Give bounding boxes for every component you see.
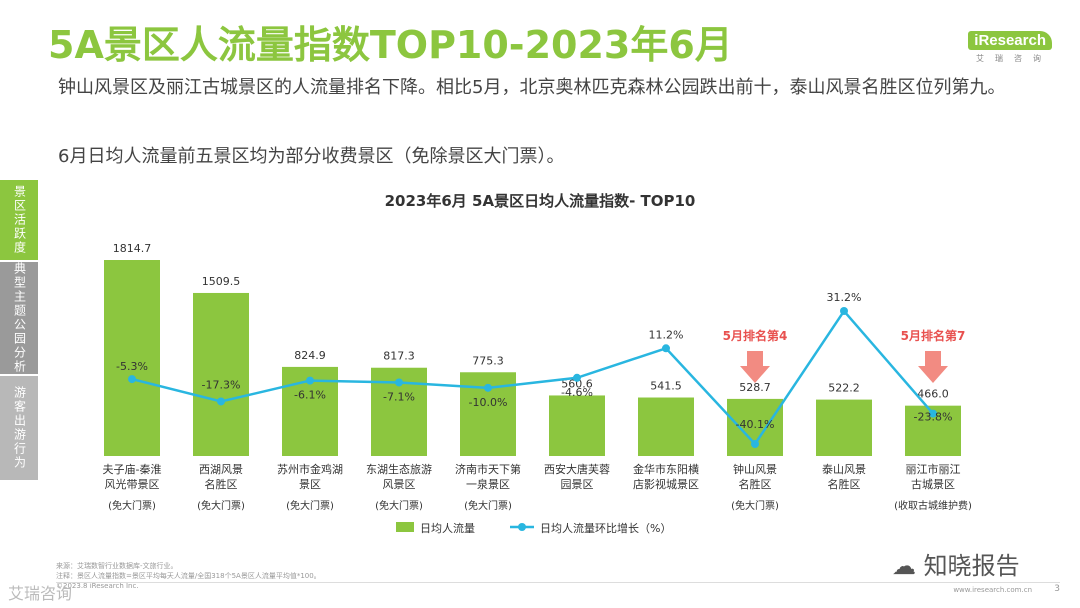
growth-label-8: 31.2% <box>827 291 862 304</box>
category-label-7-b: 名胜区 <box>739 477 772 491</box>
logo-sub: 艾瑞咨询 <box>976 54 1052 63</box>
category-label-9-b: 古城景区 <box>911 478 955 491</box>
wechat-brand: ☁ 知晓报告 <box>892 546 1020 581</box>
growth-point-7 <box>751 440 759 448</box>
category-label-3-a: 东湖生态旅游 <box>366 462 432 476</box>
category-label-1-a: 西湖风景 <box>199 463 243 476</box>
legend-bar-label: 日均人流量 <box>420 521 475 535</box>
annotation-arrow-0 <box>740 351 770 383</box>
category-note-1: (免大门票) <box>197 499 245 512</box>
chart-title: 2023年6月 5A景区日均人流量指数- TOP10 <box>384 192 696 210</box>
growth-point-8 <box>840 307 848 315</box>
watermark: 艾瑞咨询 <box>8 584 73 603</box>
annotation-arrow-1 <box>918 351 948 383</box>
sidebar-tab-travel-behavior[interactable]: 游客出游行为 <box>0 376 38 480</box>
growth-point-9 <box>929 409 937 418</box>
annotation-text-1: 5月排名第7 <box>901 328 966 343</box>
page-title: 5A景区人流量指数TOP10-2023年6月 <box>48 23 733 67</box>
legend-bar-swatch <box>396 522 414 532</box>
sidebar-nav: 景区活跃度 典型主题公园分析 游客出游行为 <box>0 180 38 480</box>
category-label-6-b: 店影视城景区 <box>633 477 699 491</box>
bar-label-2: 824.9 <box>294 349 326 362</box>
growth-label-3: -7.1% <box>383 390 415 403</box>
category-label-5-b: 园景区 <box>561 478 594 491</box>
growth-point-1 <box>217 397 225 406</box>
category-note-7: (免大门票) <box>731 499 779 512</box>
growth-point-5 <box>573 373 581 382</box>
footnote: 来源：艾瑞数智行业数据库-文旅行业。 注释：景区人流量指数=景区平均每天人流量/… <box>56 561 321 591</box>
growth-line <box>131 308 934 447</box>
category-label-1-b: 名胜区 <box>205 477 238 491</box>
page-number: 3 <box>1054 584 1060 594</box>
growth-point-3 <box>395 378 403 387</box>
legend-line-label: 日均人流量环比增长（%） <box>540 521 671 535</box>
category-note-3: (免大门票) <box>375 499 423 512</box>
category-note-4: (免大门票) <box>464 499 512 512</box>
bar-label-6: 541.5 <box>650 380 682 393</box>
category-label-0-a: 夫子庙-秦淮 <box>103 462 162 476</box>
growth-label-6: 11.2% <box>649 328 684 341</box>
bar-0 <box>104 260 160 456</box>
category-note-9: (收取古城维护费) <box>894 499 972 512</box>
growth-point-2 <box>306 376 314 385</box>
bar-label-0: 1814.7 <box>113 242 152 255</box>
bar-8 <box>816 399 872 456</box>
sidebar-tab-theme-parks[interactable]: 典型主题公园分析 <box>0 262 38 374</box>
category-label-4-a: 济南市天下第 <box>455 462 521 476</box>
category-label-2-a: 苏州市金鸡湖 <box>277 462 343 476</box>
bar-label-5: 560.6 <box>561 377 593 390</box>
bar-label-7: 528.7 <box>739 381 771 394</box>
category-note-0: (免大门票) <box>108 499 156 512</box>
footer-url: www.iresearch.com.cn <box>953 586 1032 594</box>
footnote-source: 来源：艾瑞数智行业数据库-文旅行业。 <box>56 562 178 570</box>
wechat-brand-text: 知晓报告 <box>923 552 1020 580</box>
summary-line-2: 6月日均人流量前五景区均为部分收费景区（免除景区大门票）。 <box>58 146 565 167</box>
footnote-copyright: ©2023.8 iResearch Inc. <box>56 582 139 590</box>
bar-1 <box>193 292 249 456</box>
category-label-3-b: 风景区 <box>383 478 416 491</box>
growth-point-4 <box>484 383 492 392</box>
growth-label-9: -23.8% <box>914 411 953 424</box>
category-label-9-a: 丽江市丽江 <box>906 462 961 476</box>
wechat-icon: ☁ <box>892 552 924 580</box>
category-label-0-b: 风光带景区 <box>105 477 160 491</box>
footer-divider <box>56 582 1060 583</box>
bar-label-8: 522.2 <box>828 382 860 395</box>
legend-line-marker <box>518 523 526 531</box>
bar-label-9: 466.0 <box>917 388 949 401</box>
footnote-note: 注释：景区人流量指数=景区平均每天人流量/全国318个5A景区人流量平均值*10… <box>56 572 321 580</box>
annotation-text-0: 5月排名第4 <box>723 328 788 343</box>
bar-label-1: 1509.5 <box>202 275 241 288</box>
bar-5 <box>549 395 605 456</box>
bar-label-4: 775.3 <box>472 354 504 367</box>
logo-brand: iResearch <box>968 31 1052 50</box>
summary-line-1: 钟山风景区及丽江古城景区的人流量排名下降。相比5月，北京奥林匹克森林公园跌出前十… <box>58 77 1006 98</box>
category-note-2: (免大门票) <box>286 499 334 512</box>
category-label-8-a: 泰山风景 <box>822 462 866 476</box>
growth-label-2: -6.1% <box>294 389 326 402</box>
category-label-8-b: 名胜区 <box>828 477 861 491</box>
growth-point-0 <box>128 375 136 384</box>
bar-label-3: 817.3 <box>383 350 415 363</box>
growth-label-5: -4.6% <box>561 386 593 399</box>
bar-6 <box>638 397 694 456</box>
growth-point-6 <box>662 344 670 353</box>
category-label-2-b: 景区 <box>299 478 321 491</box>
category-label-5-a: 西安大唐芙蓉 <box>544 462 610 476</box>
growth-label-1: -17.3% <box>202 378 241 391</box>
sidebar-tab-activity[interactable]: 景区活跃度 <box>0 180 38 260</box>
growth-label-0: -5.3% <box>116 360 148 373</box>
category-label-7-a: 钟山风景 <box>733 462 777 476</box>
bar-line-chart: 1814.7 1509.5 824.9 817.3 775.3 560.6 541.5 528… <box>103 242 972 535</box>
growth-label-7: -40.1% <box>736 418 775 431</box>
growth-label-4: -10.0% <box>469 396 508 409</box>
category-label-4-b: 一泉景区 <box>466 477 510 491</box>
category-label-6-a: 金华市东阳横 <box>633 462 699 476</box>
iresearch-logo: iResearch 艾瑞咨询 <box>968 30 1052 64</box>
